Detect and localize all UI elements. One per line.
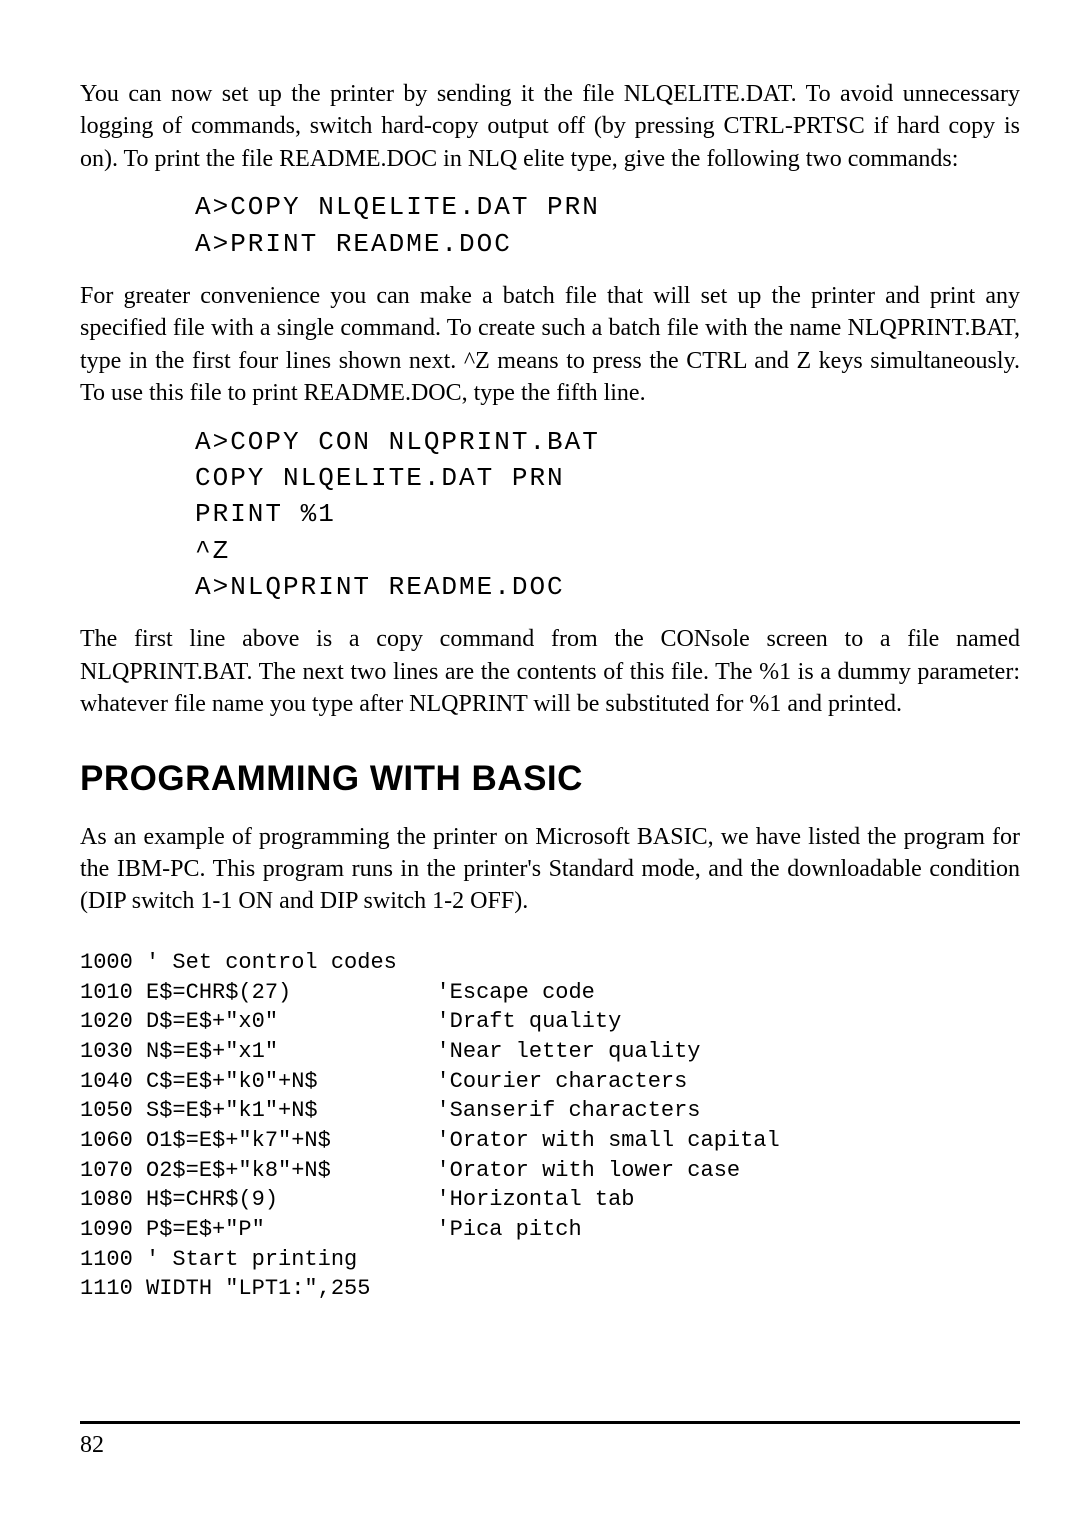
footer-rule: [80, 1421, 1020, 1424]
paragraph-1: You can now set up the printer by sendin…: [80, 78, 1020, 175]
paragraph-3: The first line above is a copy command f…: [80, 623, 1020, 720]
page-footer: 82: [80, 1381, 1020, 1459]
page-number: 82: [80, 1432, 1020, 1459]
paragraph-2: For greater convenience you can make a b…: [80, 280, 1020, 410]
code-block-2: A>COPY CON NLQPRINT.BAT COPY NLQELITE.DA…: [195, 424, 1020, 606]
code-block-1: A>COPY NLQELITE.DAT PRN A>PRINT README.D…: [195, 189, 1020, 262]
page: You can now set up the printer by sendin…: [0, 0, 1080, 1523]
basic-program-listing: 1000 ' Set control codes 1010 E$=CHR$(27…: [80, 948, 1020, 1304]
paragraph-4: As an example of programming the printer…: [80, 821, 1020, 918]
section-heading: PROGRAMMING WITH BASIC: [80, 759, 1020, 799]
